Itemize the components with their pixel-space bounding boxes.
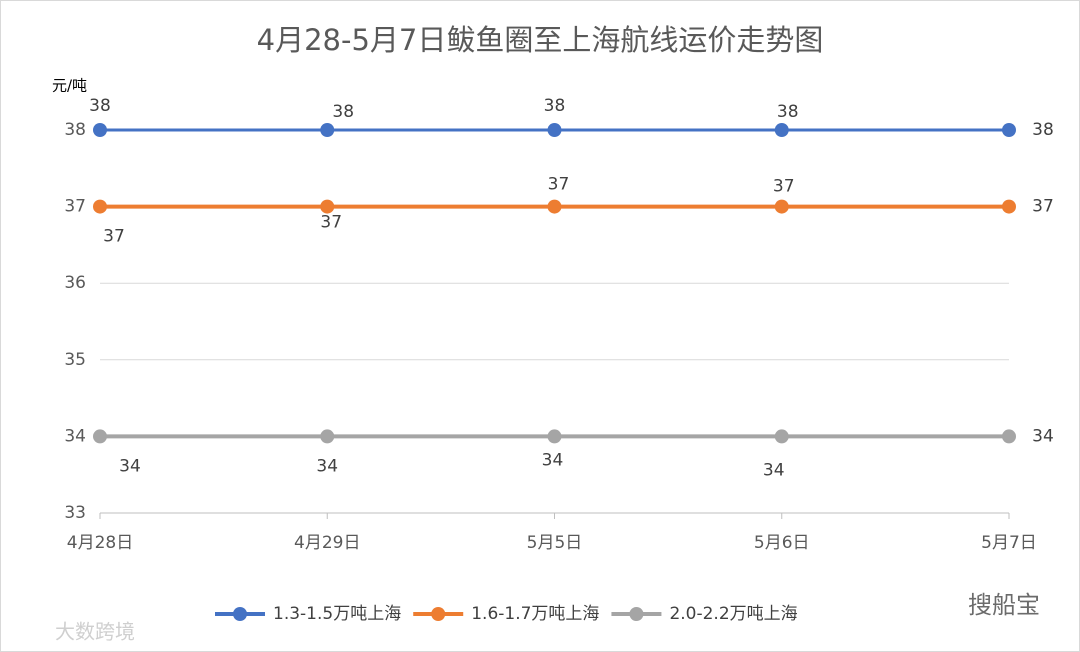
data-label: 38 bbox=[332, 102, 354, 122]
x-tick-label: 5月5日 bbox=[527, 533, 583, 553]
data-label: 37 bbox=[320, 213, 342, 233]
data-label: 34 bbox=[316, 456, 338, 476]
y-tick-label: 35 bbox=[64, 350, 86, 370]
data-point bbox=[1002, 199, 1016, 214]
y-tick-label: 34 bbox=[64, 426, 86, 446]
data-label: 37 bbox=[103, 227, 125, 247]
legend-marker bbox=[629, 607, 644, 621]
data-point bbox=[1002, 123, 1016, 137]
data-point bbox=[774, 429, 789, 444]
x-tick-label: 4月28日 bbox=[67, 533, 133, 553]
data-label: 37 bbox=[773, 177, 795, 197]
data-label: 34 bbox=[1032, 426, 1054, 446]
y-tick-label: 38 bbox=[64, 120, 86, 140]
y-tick-label: 33 bbox=[64, 503, 86, 523]
data-label: 38 bbox=[89, 96, 111, 116]
data-label: 34 bbox=[763, 460, 785, 480]
data-point bbox=[93, 429, 107, 444]
data-label: 34 bbox=[119, 456, 141, 476]
data-label: 34 bbox=[542, 450, 564, 470]
x-tick-label: 5月6日 bbox=[754, 533, 810, 553]
data-point bbox=[93, 199, 107, 214]
data-label: 38 bbox=[1032, 120, 1054, 140]
data-point bbox=[547, 429, 562, 444]
data-point bbox=[93, 123, 107, 137]
data-point bbox=[320, 123, 335, 137]
data-point bbox=[320, 429, 335, 444]
data-point bbox=[547, 123, 562, 137]
data-point bbox=[547, 199, 562, 214]
data-point bbox=[774, 199, 789, 214]
data-label: 38 bbox=[544, 96, 566, 116]
data-label: 37 bbox=[548, 175, 570, 195]
legend-marker bbox=[233, 607, 247, 621]
legend-label: 1.6-1.7万吨上海 bbox=[471, 604, 599, 624]
watermark: 大数跨境 bbox=[55, 620, 135, 644]
data-point bbox=[774, 123, 789, 137]
chart-title: 4月28-5月7日鲅鱼圈至上海航线运价走势图 bbox=[257, 23, 824, 57]
watermark: 搜船宝 bbox=[968, 591, 1040, 619]
legend-label: 1.3-1.5万吨上海 bbox=[273, 604, 401, 624]
data-point bbox=[1002, 429, 1016, 444]
data-point bbox=[320, 199, 335, 214]
legend-marker bbox=[431, 607, 446, 621]
legend-label: 2.0-2.2万吨上海 bbox=[669, 604, 797, 624]
y-axis-label: 元/吨 bbox=[52, 77, 87, 95]
y-tick-label: 37 bbox=[64, 197, 86, 217]
data-label: 37 bbox=[1032, 197, 1054, 217]
x-tick-label: 5月7日 bbox=[981, 533, 1037, 553]
x-tick-label: 4月29日 bbox=[294, 533, 360, 553]
y-tick-label: 36 bbox=[64, 273, 86, 293]
data-label: 38 bbox=[777, 102, 799, 122]
